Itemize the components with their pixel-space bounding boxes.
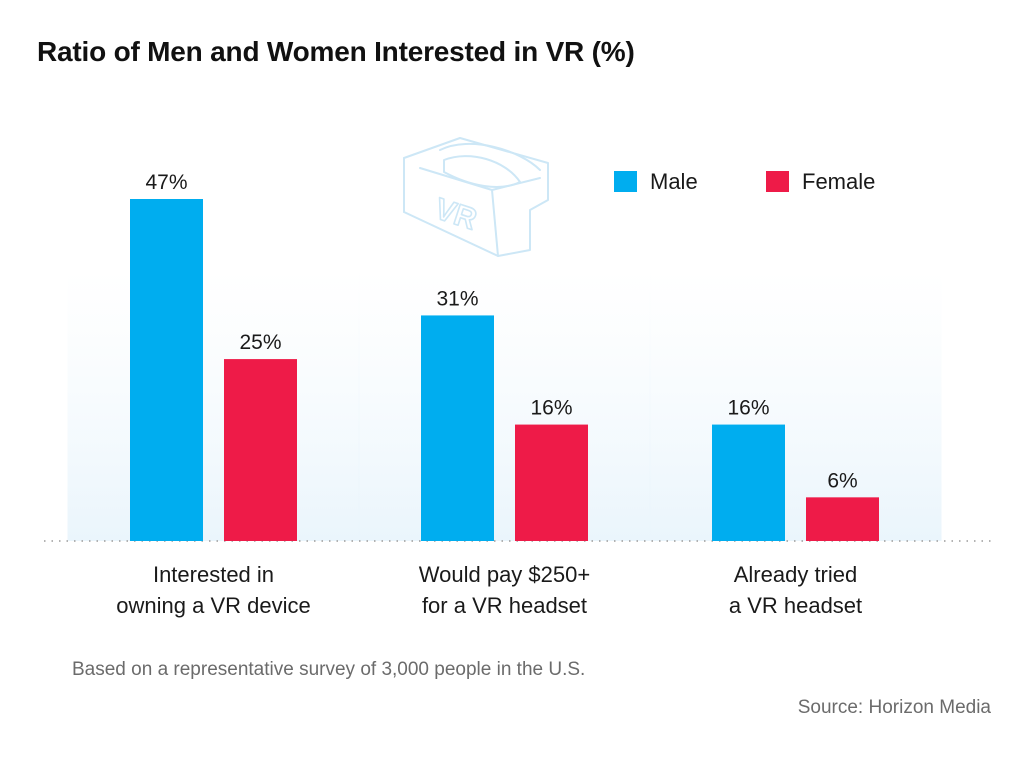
legend-label-female: Female [802, 169, 875, 194]
vr-icon-text: VR [431, 192, 481, 236]
value-label-male-1: 31% [436, 287, 478, 310]
bar-male-0 [130, 199, 203, 541]
legend-swatch-male [614, 171, 637, 192]
value-label-female-2: 6% [827, 469, 857, 492]
group-panel [358, 270, 651, 541]
category-label-2-line-0: Already tried [734, 562, 858, 587]
category-labels-layer: Interested in owning a VR device Would pay… [116, 562, 862, 618]
bar-male-2 [712, 424, 785, 541]
source-credit: Source: Horizon Media [797, 697, 991, 718]
legend-swatch-female [766, 171, 789, 192]
bars-layer [130, 199, 879, 541]
category-label-1-line-0: Would pay $250+ [419, 562, 590, 587]
bar-male-1 [421, 315, 494, 541]
value-label-male-2: 16% [727, 397, 769, 420]
legend: Male Female [614, 169, 875, 194]
group-panel [649, 270, 942, 541]
category-label-1-line-1: for a VR headset [422, 593, 587, 618]
group-panel [67, 270, 360, 541]
value-label-female-1: 16% [530, 397, 572, 420]
value-labels-layer: 47% 25% 31% 16% 16% 6% [145, 171, 857, 492]
bar-female-2 [806, 497, 879, 541]
bar-female-0 [224, 359, 297, 541]
vr-headset-icon: VR [403, 137, 549, 257]
group-background-panels [67, 270, 942, 541]
category-label-0-line-1: owning a VR device [116, 593, 310, 618]
bar-female-1 [515, 424, 588, 541]
category-label-2-line-1: a VR headset [729, 593, 862, 618]
value-label-male-0: 47% [145, 171, 187, 194]
value-label-female-0: 25% [239, 331, 281, 354]
legend-label-male: Male [650, 169, 698, 194]
chart-title: Ratio of Men and Women Interested in VR … [37, 36, 635, 67]
category-label-0-line-0: Interested in [153, 562, 274, 587]
survey-note: Based on a representative survey of 3,00… [72, 659, 586, 680]
